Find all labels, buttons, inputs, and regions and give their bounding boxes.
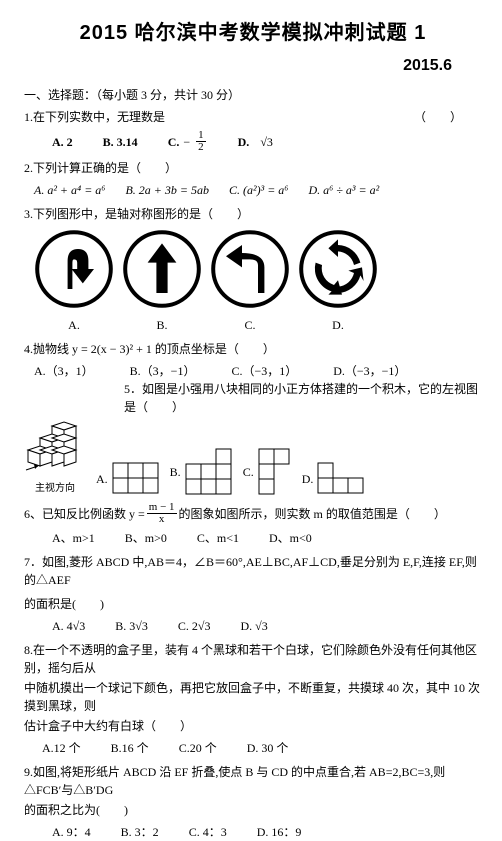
q8-A: A.12 个 <box>42 739 81 757</box>
q5-stem: 5．如图是小强用八块相同的小正方体搭建的一个积木，它的左视图是（ ） <box>124 380 482 416</box>
q7-B: B. 3√3 <box>115 617 148 635</box>
q4-B: B.（3，−1） <box>130 362 196 380</box>
q6-C: C、m<1 <box>197 529 239 547</box>
grid-3x2-icon <box>112 462 160 496</box>
q3-figA: A. <box>34 229 114 334</box>
q9-options: A. 9：4 B. 3：2 C. 4：3 D. 16：9 <box>52 823 482 841</box>
q1-stem: 1.在下列实数中，无理数是 （ ） <box>24 108 482 126</box>
q9-C: C. 4：3 <box>189 823 227 841</box>
q2-A: A. a² + a⁴ = a⁶ <box>34 181 105 199</box>
q1-C: C. − 12 <box>168 130 208 153</box>
q8-B: B.16 个 <box>111 739 149 757</box>
q2-stem: 2.下列计算正确的是（ ） <box>24 159 482 177</box>
q6-options: A、m>1 B、m>0 C、m<1 D、m<0 <box>52 529 482 547</box>
q3-figB: B. <box>122 229 202 334</box>
q5-B: B. <box>170 448 233 496</box>
q5-row: 主视方向 A. B. C. D. <box>24 420 482 496</box>
sign-left-turn-icon <box>210 229 290 309</box>
q8-options: A.12 个 B.16 个 C.20 个 D. 30 个 <box>42 739 482 757</box>
q4-D: D.（−3，−1） <box>333 362 406 380</box>
sign-up-arrow-icon <box>122 229 202 309</box>
q6-D: D、m<0 <box>269 529 312 547</box>
q3-figC: C. <box>210 229 290 334</box>
q2-D: D. a⁶ ÷ a³ = a² <box>308 181 379 199</box>
q6-A: A、m>1 <box>52 529 95 547</box>
grid-step-icon <box>317 462 365 496</box>
q3-stem: 3.下列图形中，是轴对称图形的是（ ） <box>24 205 482 223</box>
q6-stem: 6、已知反比例函数 y = m − 1x 的图象如图所示，则实数 m 的取值范围… <box>24 502 482 525</box>
q4-stem: 4.抛物线 y = 2(x − 3)² + 1 的顶点坐标是（ ） <box>24 340 482 358</box>
q7-stem1: 7．如图,菱形 ABCD 中,AB＝4，∠B＝60°,AE⊥BC,AF⊥CD,垂… <box>24 553 482 589</box>
q8-l3: 估计盒子中大约有白球（ ） <box>24 717 482 735</box>
q8-D: D. 30 个 <box>247 739 289 757</box>
q7-C: C. 2√3 <box>178 617 211 635</box>
cubes-3d-icon <box>24 420 86 476</box>
q2-B: B. 2a + 3b = 5ab <box>125 181 209 199</box>
q6-B: B、m>0 <box>125 529 167 547</box>
q2-options: A. a² + a⁴ = a⁶ B. 2a + 3b = 5ab C. (a²)… <box>34 181 482 199</box>
section-heading: 一、选择题：（每小题 3 分，共计 30 分） <box>24 86 482 104</box>
grid-L-icon <box>185 448 233 496</box>
q7-A: A. 4√3 <box>52 617 85 635</box>
q7-stem2: 的面积是( ) <box>24 595 482 613</box>
q5-3dfig: 主视方向 <box>24 420 86 496</box>
page-title: 2015 哈尔滨中考数学模拟冲刺试题 1 <box>24 18 482 48</box>
q7-D: D. √3 <box>240 617 267 635</box>
q1-paren: （ ） <box>414 108 462 126</box>
q4-C: C.（−3，1） <box>231 362 297 380</box>
q9-B: B. 3：2 <box>121 823 159 841</box>
q4-options: A.（3，1） B.（3，−1） C.（−3，1） D.（−3，−1） <box>34 362 482 380</box>
q9-D: D. 16：9 <box>257 823 302 841</box>
q3-figD: D. <box>298 229 378 334</box>
q2-C: C. (a²)³ = a⁶ <box>229 181 288 199</box>
q9-l1: 9.如图,将矩形纸片 ABCD 沿 EF 折叠,使点 B 与 CD 的中点重合,… <box>24 763 482 799</box>
q4-A: A.（3，1） <box>34 362 94 380</box>
sign-uturn-icon <box>34 229 114 309</box>
q1-B: B. 3.14 <box>103 133 138 151</box>
q9-l2: 的面积之比为( ) <box>24 801 482 819</box>
q7-options: A. 4√3 B. 3√3 C. 2√3 D. √3 <box>52 617 482 635</box>
sign-roundabout-icon <box>298 229 378 309</box>
q8-l1: 8.在一个不透明的盒子里，装有 4 个黑球和若干个白球，它们除颜色外没有任何其他… <box>24 641 482 677</box>
q5-A: A. <box>96 462 160 496</box>
page-date: 2015.6 <box>24 54 452 78</box>
q5-D: D. <box>302 462 366 496</box>
q5-C: C. <box>243 448 292 496</box>
q1-A: A. 2 <box>52 133 73 151</box>
q8-C: C.20 个 <box>179 739 217 757</box>
q1-D: D. √3 <box>238 133 273 151</box>
q3-figures: A. B. C. D. <box>34 229 482 334</box>
q8-l2: 中随机摸出一个球记下颜色，再把它放回盒子中，不断重复，共摸球 40 次，其中 1… <box>24 679 482 715</box>
grid-T-icon <box>258 448 292 496</box>
q9-A: A. 9：4 <box>52 823 91 841</box>
q1-options: A. 2 B. 3.14 C. − 12 D. √3 <box>52 130 482 153</box>
q1-text: 1.在下列实数中，无理数是 <box>24 108 165 126</box>
